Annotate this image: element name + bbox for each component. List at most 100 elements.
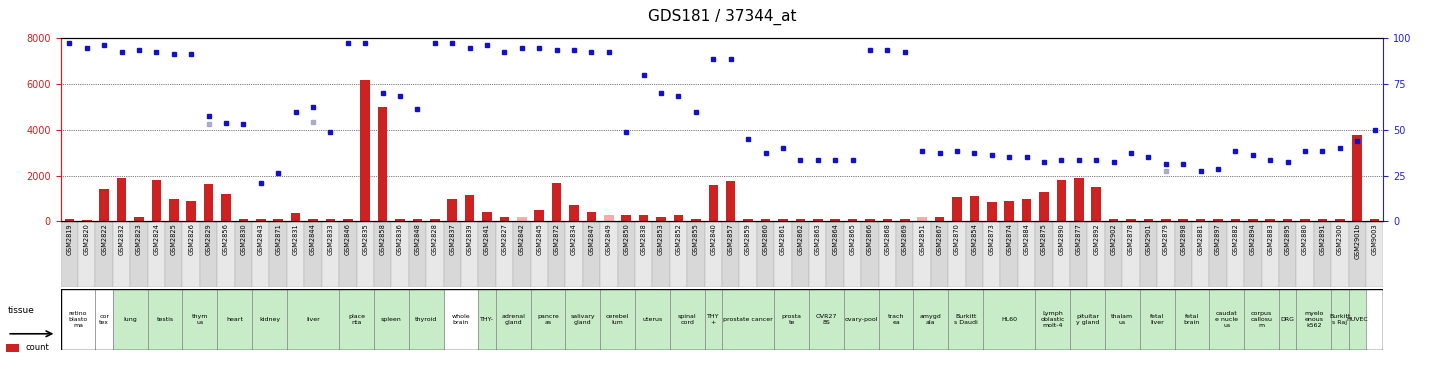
Bar xyxy=(1174,221,1191,287)
Text: GSM2874: GSM2874 xyxy=(1006,223,1012,255)
Text: ovary-pool: ovary-pool xyxy=(845,317,878,322)
Text: GSM2848: GSM2848 xyxy=(414,223,420,255)
Bar xyxy=(657,217,666,221)
Bar xyxy=(722,289,774,350)
Bar xyxy=(130,221,147,287)
Text: GSM2870: GSM2870 xyxy=(954,223,960,255)
Text: amygd
ala: amygd ala xyxy=(920,314,941,325)
Bar xyxy=(199,221,217,287)
Text: GSM2852: GSM2852 xyxy=(676,223,682,255)
Bar xyxy=(430,219,439,221)
Bar xyxy=(1213,219,1223,221)
Bar xyxy=(1191,221,1209,287)
Bar xyxy=(1122,221,1139,287)
Text: GSM2894: GSM2894 xyxy=(1251,223,1256,255)
Bar xyxy=(914,289,949,350)
Text: GSM2859: GSM2859 xyxy=(745,223,751,255)
Text: prostate cancer: prostate cancer xyxy=(723,317,773,322)
Text: whole
brain: whole brain xyxy=(452,314,471,325)
Bar xyxy=(482,212,492,221)
Bar xyxy=(270,221,287,287)
Bar xyxy=(744,219,752,221)
Bar xyxy=(635,221,653,287)
Text: GSM2837: GSM2837 xyxy=(449,223,455,255)
Text: GSM2830: GSM2830 xyxy=(240,223,247,255)
Bar xyxy=(1282,219,1292,221)
Bar xyxy=(443,221,461,287)
Text: thym
us: thym us xyxy=(192,314,208,325)
Text: GSM2858: GSM2858 xyxy=(380,223,386,255)
Bar xyxy=(722,221,739,287)
Bar xyxy=(182,221,199,287)
Bar xyxy=(1057,180,1066,221)
Bar xyxy=(809,221,826,287)
Text: thalam
us: thalam us xyxy=(1112,314,1134,325)
Text: GSM2862: GSM2862 xyxy=(797,223,803,255)
Text: GSM2838: GSM2838 xyxy=(641,223,647,255)
Bar xyxy=(917,217,927,221)
Text: GSM2823: GSM2823 xyxy=(136,223,142,255)
Text: GSM2872: GSM2872 xyxy=(553,223,560,255)
Text: GSM2869: GSM2869 xyxy=(901,223,908,255)
Text: GSM2856: GSM2856 xyxy=(222,223,230,255)
Bar xyxy=(217,221,235,287)
Text: GSM2839: GSM2839 xyxy=(466,223,472,255)
Text: GSM2902: GSM2902 xyxy=(1110,223,1116,255)
Bar xyxy=(1070,289,1105,350)
Bar xyxy=(952,197,962,221)
Bar xyxy=(61,221,78,287)
Bar xyxy=(1001,221,1018,287)
Text: OVR27
8S: OVR27 8S xyxy=(816,314,838,325)
Bar xyxy=(478,221,495,287)
Bar xyxy=(774,289,809,350)
Text: fetal
brain: fetal brain xyxy=(1184,314,1200,325)
Bar xyxy=(843,289,878,350)
Text: fetal
liver: fetal liver xyxy=(1149,314,1164,325)
Bar xyxy=(378,107,387,221)
Bar xyxy=(147,289,182,350)
Bar xyxy=(1248,219,1258,221)
Text: GSM2901b: GSM2901b xyxy=(1354,223,1360,259)
Text: GSM2834: GSM2834 xyxy=(570,223,578,255)
Bar xyxy=(843,221,861,287)
Bar xyxy=(813,219,823,221)
Text: prosta
te: prosta te xyxy=(781,314,801,325)
Bar xyxy=(1314,221,1331,287)
Bar xyxy=(147,221,165,287)
Bar xyxy=(601,289,635,350)
Bar xyxy=(1105,289,1139,350)
Text: myelo
enous
k562: myelo enous k562 xyxy=(1304,311,1323,328)
Text: kidney: kidney xyxy=(258,317,280,322)
Text: GSM2849: GSM2849 xyxy=(606,223,612,255)
Bar xyxy=(308,219,318,221)
Text: DRG: DRG xyxy=(1281,317,1295,322)
Text: retino
blasto
ma: retino blasto ma xyxy=(68,311,88,328)
Bar xyxy=(290,213,300,221)
Text: cor
tex: cor tex xyxy=(100,314,110,325)
Bar xyxy=(878,221,897,287)
Text: place
nta: place nta xyxy=(348,314,365,325)
Text: HUVEC: HUVEC xyxy=(1346,317,1367,322)
Text: GSM2850: GSM2850 xyxy=(624,223,630,255)
Bar xyxy=(357,221,374,287)
Bar xyxy=(186,201,196,221)
Bar xyxy=(339,221,357,287)
Text: GSM2835: GSM2835 xyxy=(362,223,368,255)
Bar xyxy=(687,221,705,287)
Text: HL60: HL60 xyxy=(1001,317,1017,322)
Bar xyxy=(1336,219,1344,221)
Text: GSM2882: GSM2882 xyxy=(1232,223,1239,255)
Text: count: count xyxy=(26,343,49,352)
Text: GSM2867: GSM2867 xyxy=(937,223,943,255)
Text: GSM2822: GSM2822 xyxy=(101,223,107,255)
Text: GSM2840: GSM2840 xyxy=(710,223,716,255)
Bar xyxy=(221,194,231,221)
Text: thyroid: thyroid xyxy=(414,317,438,322)
Bar xyxy=(95,289,113,350)
Bar xyxy=(1262,221,1279,287)
Text: GSM2820: GSM2820 xyxy=(84,223,90,255)
Bar xyxy=(339,289,374,350)
Bar xyxy=(1005,201,1014,221)
Bar xyxy=(878,289,914,350)
Bar xyxy=(113,221,130,287)
